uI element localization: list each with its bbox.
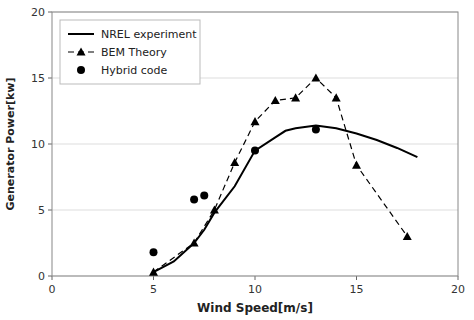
- data-point: [149, 268, 158, 276]
- data-point: [352, 161, 361, 169]
- data-point: [150, 248, 158, 256]
- data-point: [291, 93, 300, 101]
- data-point: [190, 195, 198, 203]
- data-point: [403, 232, 412, 240]
- tick-label: 5: [150, 283, 157, 296]
- tick-label: 15: [31, 72, 45, 85]
- data-point: [230, 158, 239, 166]
- series-line: [154, 126, 418, 273]
- tick-label: 0: [49, 283, 56, 296]
- legend-label: BEM Theory: [101, 46, 167, 59]
- legend-label: Hybrid code: [101, 64, 168, 77]
- series-line: [154, 78, 408, 272]
- data-point: [190, 239, 199, 247]
- tick-label: 20: [31, 6, 45, 19]
- x-axis-label: Wind Speed[m/s]: [197, 301, 313, 315]
- tick-mark: [48, 276, 52, 277]
- grid-line: [52, 144, 458, 145]
- tick-mark: [153, 276, 154, 280]
- tick-mark: [48, 144, 52, 145]
- legend-box: [60, 20, 200, 84]
- tick-mark: [458, 276, 459, 280]
- grid-line: [52, 210, 458, 211]
- data-point: [251, 147, 259, 155]
- y-axis-label: Generator Power[kw]: [4, 78, 17, 211]
- tick-label: 20: [451, 283, 465, 296]
- plot-area: [149, 74, 417, 276]
- tick-mark: [356, 276, 357, 280]
- legend-marker: [77, 48, 86, 56]
- data-point: [210, 206, 219, 214]
- tick-label: 0: [38, 270, 45, 283]
- legend-marker: [77, 66, 85, 74]
- background: [0, 0, 474, 320]
- data-point: [200, 191, 208, 199]
- data-point: [271, 96, 280, 104]
- legend: NREL experiment BEM Theory Hybrid code: [60, 20, 200, 84]
- data-point: [332, 93, 341, 101]
- tick-label: 10: [248, 283, 262, 296]
- data-point: [251, 117, 260, 125]
- legend-label: NREL experiment: [101, 28, 197, 41]
- chart: 0 5 10 15 20 0 5 10 15 20 Wind Speed[m/s] Generator…: [0, 0, 474, 320]
- tick-label: 10: [31, 138, 45, 151]
- tick-mark: [48, 210, 52, 211]
- data-point: [312, 125, 320, 133]
- tick-mark: [52, 276, 53, 280]
- legend-swatch: [68, 33, 94, 35]
- tick-label: 15: [350, 283, 364, 296]
- tick-label: 5: [38, 204, 45, 217]
- tick-mark: [48, 78, 52, 79]
- tick-mark: [255, 276, 256, 280]
- tick-mark: [48, 12, 52, 13]
- data-point: [311, 74, 320, 82]
- plot-frame: [52, 12, 458, 276]
